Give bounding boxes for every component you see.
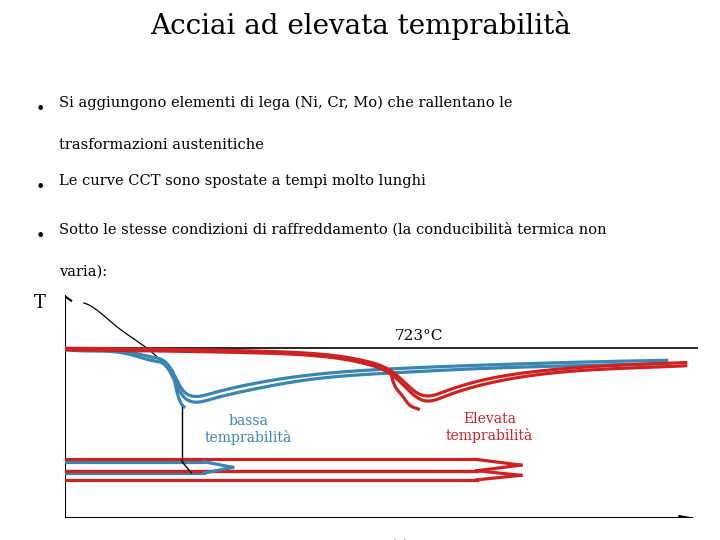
Text: varia):: varia):	[59, 265, 107, 279]
Text: T: T	[34, 294, 45, 312]
Text: Le curve CCT sono spostate a tempi molto lunghi: Le curve CCT sono spostate a tempi molto…	[59, 174, 426, 188]
Text: trasformazioni austenitiche: trasformazioni austenitiche	[59, 138, 264, 152]
Text: Sotto le stesse condizioni di raffreddamento (la conducibilità termica non: Sotto le stesse condizioni di raffreddam…	[59, 222, 606, 237]
Text: Elevata
temprabilità: Elevata temprabilità	[446, 412, 533, 443]
Text: bassa
temprabilità: bassa temprabilità	[205, 414, 292, 446]
Text: 723°C: 723°C	[395, 329, 443, 342]
Text: •: •	[35, 180, 45, 195]
Text: •: •	[35, 102, 45, 117]
Text: Si aggiungono elementi di lega (Ni, Cr, Mo) che rallentano le: Si aggiungono elementi di lega (Ni, Cr, …	[59, 96, 513, 110]
Text: Log (t): Log (t)	[354, 539, 410, 540]
Text: •: •	[35, 228, 45, 244]
Text: Acciai ad elevata temprabilità: Acciai ad elevata temprabilità	[150, 11, 570, 40]
